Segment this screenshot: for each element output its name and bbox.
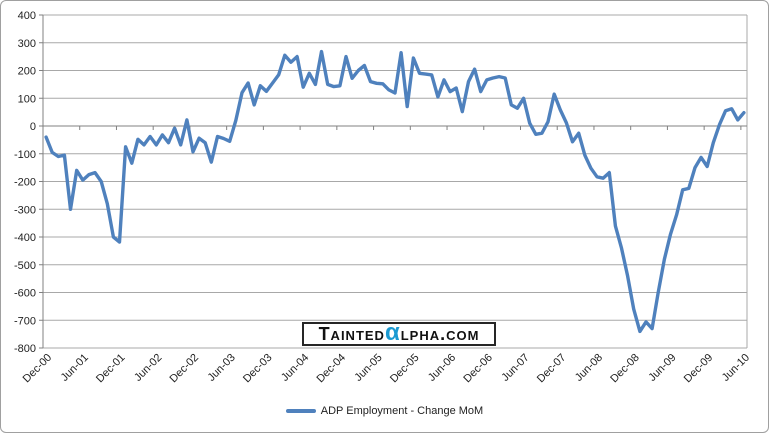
y-tick-label: -200	[14, 177, 36, 189]
y-tick-label: -800	[14, 343, 36, 355]
y-tick-label: 0	[30, 121, 36, 133]
x-tick-label: Jun-09	[646, 352, 678, 384]
x-tick-label: Jun-07	[499, 352, 531, 384]
watermark-box: Tainted α lpha.com	[302, 319, 496, 346]
legend-series-label: ADP Employment - Change MoM	[320, 405, 484, 417]
x-tick-label: Dec-04	[314, 352, 348, 386]
y-tick-label: -100	[14, 149, 36, 161]
x-tick-label: Dec-00	[21, 352, 55, 386]
x-tick-label: Dec-03	[241, 352, 275, 386]
legend-line-swatch	[285, 409, 316, 413]
x-tick-label: Dec-02	[168, 352, 202, 386]
x-tick-label: Dec-09	[682, 352, 716, 386]
y-tick-label: 400	[18, 10, 36, 22]
x-tick-label: Dec-07	[535, 352, 569, 386]
x-tick-label: Dec-08	[608, 352, 642, 386]
x-tick-label: Jun-01	[59, 352, 91, 384]
y-tick-label: -400	[14, 232, 36, 244]
y-tick-label: -600	[14, 288, 36, 300]
watermark-text-right: lpha.com	[400, 324, 480, 344]
x-tick-label: Jun-04	[279, 352, 311, 384]
x-tick-label: Jun-10	[720, 352, 752, 384]
x-tick-label: Jun-08	[573, 352, 605, 384]
x-tick-label: Dec-05	[388, 352, 422, 386]
y-tick-label: -300	[14, 204, 36, 216]
y-tick-label: 200	[18, 66, 36, 78]
y-tick-label: 300	[18, 38, 36, 50]
y-tick-label: -500	[14, 260, 36, 272]
watermark-text-left: Tainted	[318, 324, 385, 344]
watermark-alpha-glyph: α	[384, 319, 401, 346]
y-tick-label: 100	[18, 93, 36, 105]
x-tick-label: Jun-03	[206, 352, 238, 384]
x-tick-label: Dec-01	[94, 352, 128, 386]
adp-employment-series-line	[44, 49, 746, 334]
x-tick-label: Dec-06	[461, 352, 495, 386]
x-tick-label: Jun-05	[352, 352, 384, 384]
y-tick-label: -700	[14, 315, 36, 327]
x-tick-label: Jun-06	[426, 352, 458, 384]
x-tick-label: Jun-02	[132, 352, 164, 384]
legend: ADP Employment - Change MoM	[1, 402, 768, 420]
